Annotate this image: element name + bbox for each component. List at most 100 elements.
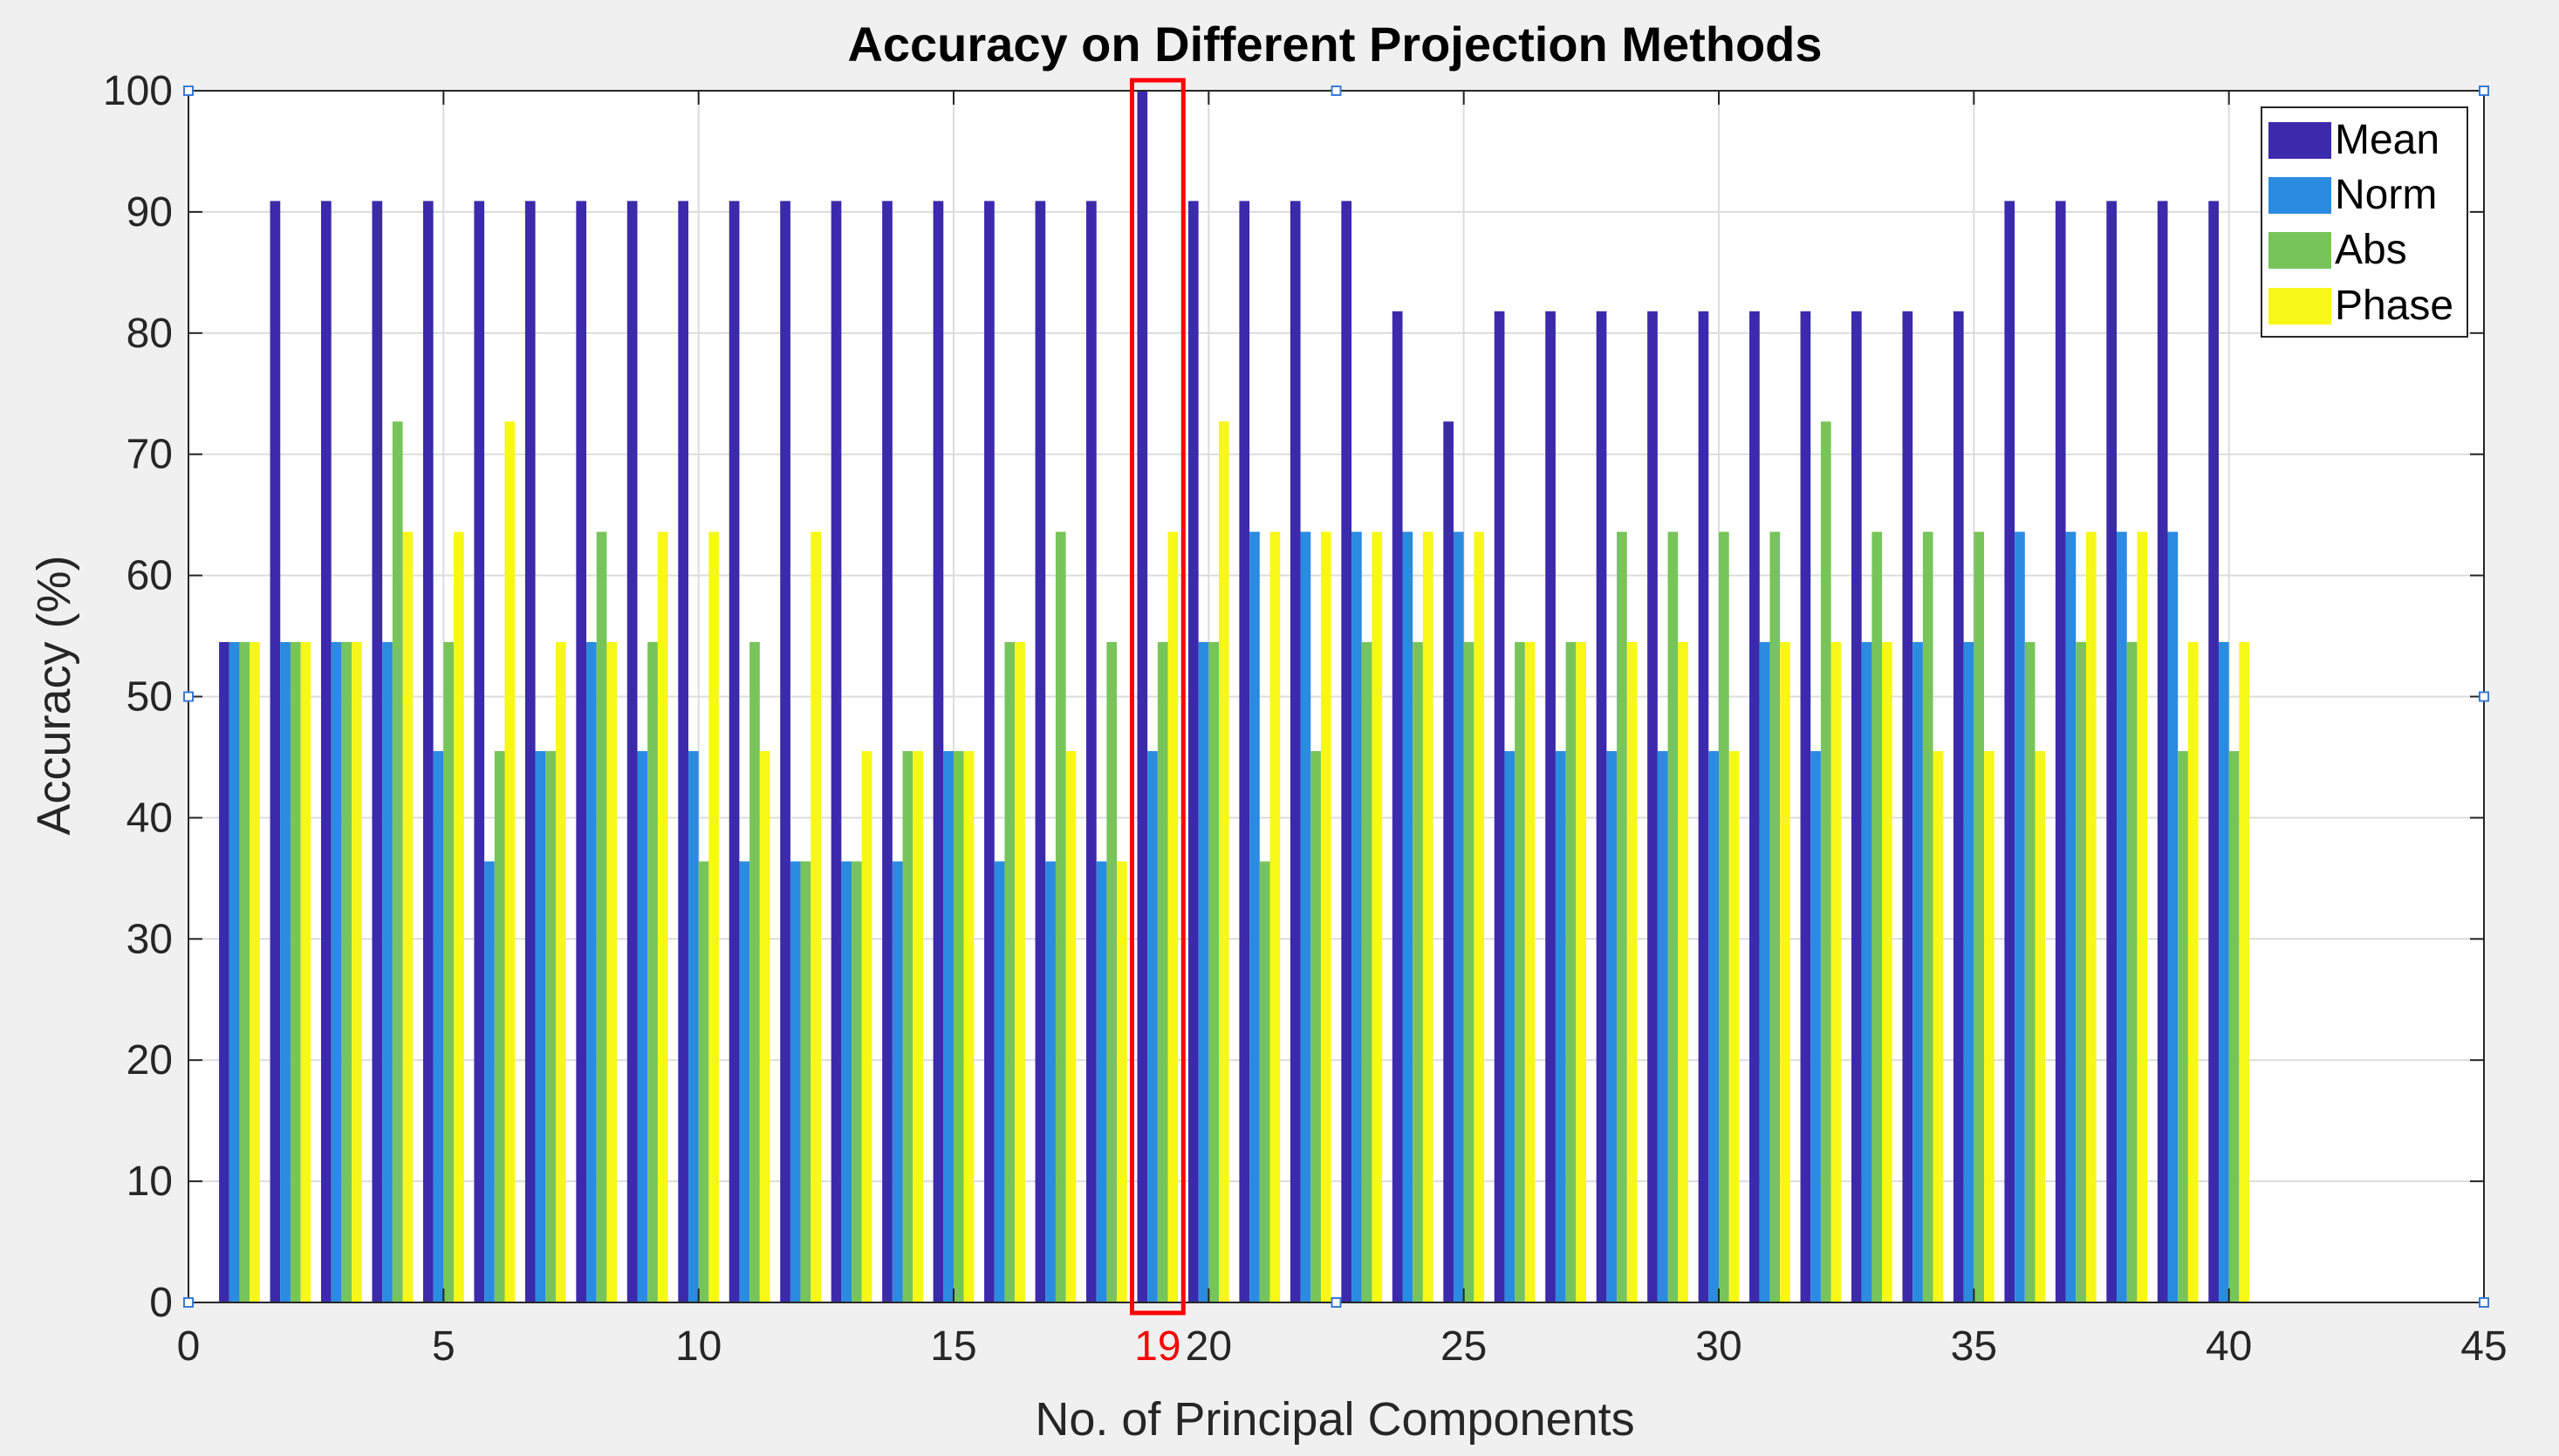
- bar-mean: [2106, 201, 2118, 1302]
- x-axis-label: No. of Principal Components: [1035, 1393, 1634, 1446]
- resize-handle[interactable]: [1331, 85, 1342, 96]
- resize-handle[interactable]: [183, 691, 194, 702]
- bar-phase: [606, 641, 618, 1302]
- bar-abs: [1974, 531, 1985, 1302]
- bar-abs: [1565, 641, 1577, 1302]
- x-tick-label: 40: [2206, 1323, 2252, 1370]
- bar-norm: [739, 861, 750, 1302]
- bar-abs: [1617, 531, 1627, 1302]
- resize-handle[interactable]: [2479, 691, 2489, 702]
- y-tick-labels: 0 10 20 30 40 50 60 70 80 90 100: [103, 68, 173, 1326]
- bar-abs: [1413, 641, 1423, 1302]
- x-tick-label: 45: [2460, 1323, 2507, 1370]
- bar-phase: [1830, 641, 1842, 1302]
- bar-mean: [1749, 311, 1760, 1303]
- legend-swatch-abs: [2268, 232, 2331, 269]
- bar-mean: [1800, 311, 1811, 1303]
- x-tick-label: 20: [1186, 1323, 1232, 1370]
- bar-phase: [1167, 531, 1179, 1302]
- y-tick-label: 60: [127, 553, 173, 599]
- bar-mean: [1443, 421, 1454, 1302]
- y-tick-label: 40: [127, 795, 173, 841]
- bar-abs: [2076, 641, 2086, 1302]
- bar-norm: [994, 861, 1005, 1302]
- legend-item-norm: Norm: [2268, 172, 2437, 218]
- bar-phase: [657, 531, 668, 1302]
- bar-abs: [1361, 641, 1372, 1302]
- resize-handle[interactable]: [183, 85, 194, 96]
- selection-handles[interactable]: [183, 85, 2489, 1308]
- x-tick-labels: 0 5 10 15 20 25 30 35 40 45 19: [177, 1323, 2508, 1370]
- bar-phase: [1933, 751, 1944, 1302]
- y-tick-label: 100: [103, 68, 173, 114]
- bar-norm: [2065, 531, 2077, 1302]
- bar-abs: [749, 641, 760, 1302]
- bar-mean: [984, 201, 995, 1302]
- bar-norm: [1606, 751, 1618, 1302]
- bar-phase: [1626, 641, 1638, 1302]
- bar-norm: [382, 641, 393, 1302]
- bar-mean: [2208, 201, 2219, 1302]
- bar-mean: [219, 641, 229, 1302]
- bar-abs: [1820, 421, 1831, 1302]
- bar-phase: [1984, 751, 1995, 1302]
- bar-mean: [1494, 311, 1505, 1303]
- bar-abs: [392, 421, 403, 1302]
- x-tick-label: 25: [1440, 1323, 1487, 1370]
- bar-phase: [2187, 641, 2199, 1302]
- y-tick-label: 10: [127, 1159, 173, 1205]
- y-tick-label: 0: [149, 1280, 173, 1326]
- legend-label-mean: Mean: [2335, 117, 2439, 163]
- bar-abs: [494, 751, 505, 1302]
- bar-norm: [331, 641, 342, 1302]
- bar-abs: [852, 861, 862, 1302]
- y-tick-label: 50: [127, 674, 173, 721]
- bar-abs: [698, 861, 709, 1302]
- bar-norm: [1147, 751, 1158, 1302]
- bar-norm: [1708, 751, 1719, 1302]
- bar-phase: [1320, 531, 1331, 1302]
- bar-series: [219, 91, 2250, 1303]
- resize-handle[interactable]: [183, 1297, 194, 1308]
- bar-phase: [352, 641, 362, 1302]
- bar-mean: [270, 201, 281, 1302]
- bar-mean: [1187, 201, 1199, 1302]
- x-tick-label: 10: [675, 1323, 722, 1370]
- bar-mean: [372, 201, 383, 1302]
- x-tick-label: 35: [1951, 1323, 1997, 1370]
- resize-handle[interactable]: [2479, 1297, 2489, 1308]
- resize-handle[interactable]: [1331, 1297, 1342, 1308]
- bar-mean: [1290, 201, 1301, 1302]
- y-axis-label: Accuracy (%): [28, 555, 80, 835]
- bar-mean: [422, 201, 434, 1302]
- bar-abs: [1055, 531, 1066, 1302]
- legend-item-phase: Phase: [2268, 283, 2453, 329]
- bar-abs: [902, 751, 913, 1302]
- bar-mean: [576, 201, 587, 1302]
- bar-norm: [2015, 531, 2025, 1302]
- bar-abs: [954, 751, 964, 1302]
- bar-norm: [943, 751, 954, 1302]
- bar-mean: [1647, 311, 1658, 1303]
- y-tick-label: 70: [127, 432, 173, 478]
- bar-mean: [678, 201, 688, 1302]
- bar-phase: [1728, 751, 1740, 1302]
- bar-norm: [1045, 861, 1056, 1302]
- bar-phase: [1372, 531, 1383, 1302]
- series-phase: [250, 421, 2250, 1302]
- bar-mean: [1596, 311, 1607, 1303]
- series-abs: [239, 421, 2240, 1302]
- resize-handle[interactable]: [2479, 85, 2489, 96]
- bar-norm: [433, 751, 444, 1302]
- bar-norm: [1657, 751, 1668, 1302]
- bar-phase: [1065, 751, 1077, 1302]
- bar-norm: [484, 861, 495, 1302]
- bar-norm: [1963, 641, 1974, 1302]
- chart-title: Accuracy on Different Projection Methods: [847, 17, 1822, 72]
- bar-mean: [1953, 311, 1964, 1303]
- legend-label-norm: Norm: [2335, 172, 2437, 218]
- bar-phase: [300, 641, 311, 1302]
- highlight-box: [1129, 78, 1186, 1316]
- bar-phase: [1780, 641, 1790, 1302]
